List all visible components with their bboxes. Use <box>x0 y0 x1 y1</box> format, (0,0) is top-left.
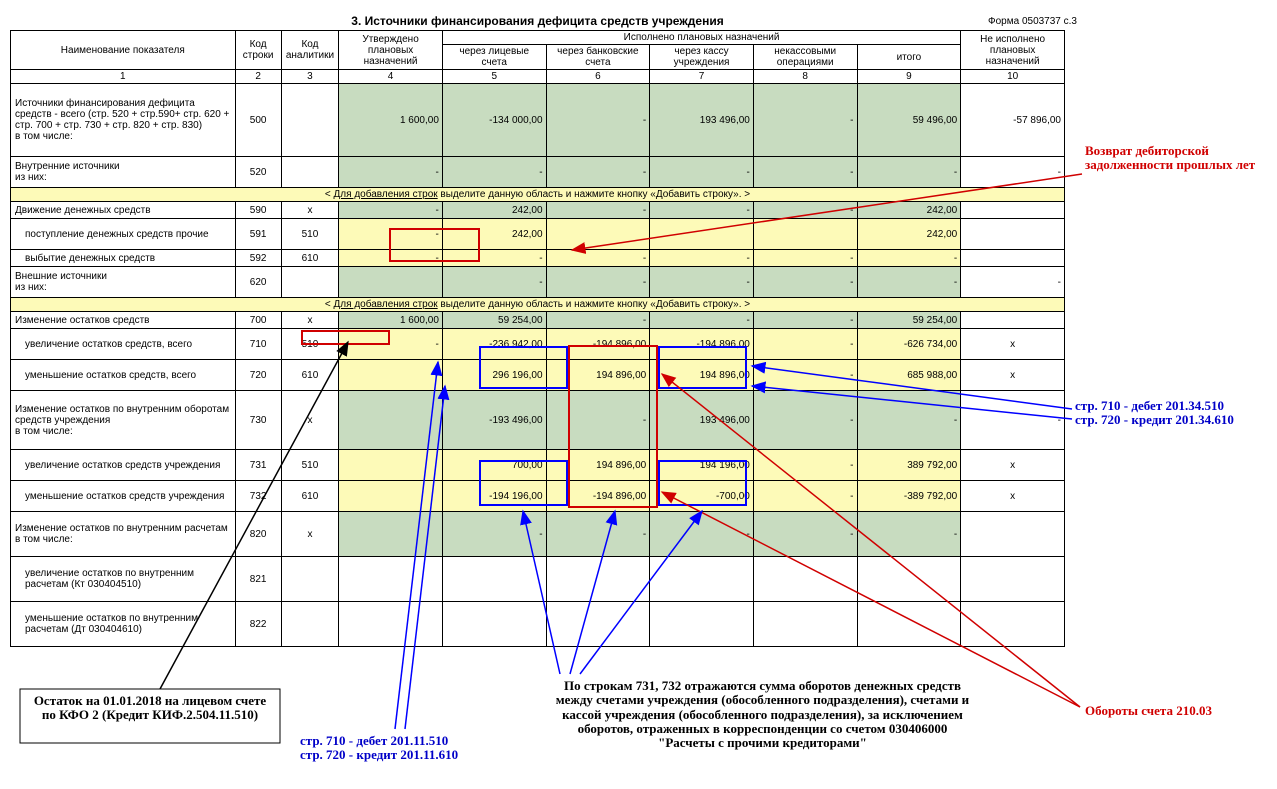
th-sub: через лицевые счета <box>442 45 546 70</box>
th-num: 1 <box>11 70 236 84</box>
table-row: уменьшение остатков средств учреждения73… <box>11 481 1065 512</box>
table-row: увеличение остатков по внутренним расчет… <box>11 557 1065 602</box>
th-sub: через банковские счета <box>546 45 650 70</box>
table-row: Изменение остатков по внутренним оборота… <box>11 391 1065 450</box>
table-row: < Для добавления строк выделите данную о… <box>11 188 1065 202</box>
th-num: 4 <box>339 70 443 84</box>
th-num: 2 <box>235 70 281 84</box>
table-row: Внутренние источники из них:520------- <box>11 157 1065 188</box>
table-header: Наименование показателя Код строки Код а… <box>11 31 1065 84</box>
th-anal: Код аналитики <box>281 31 339 70</box>
th-sub: итого <box>857 45 961 70</box>
th-executed: Исполнено плановых назначений <box>442 31 960 45</box>
table-row: увеличение остатков средств, всего710510… <box>11 329 1065 360</box>
anno-731-732: По строкам 731, 732 отражаются сумма обо… <box>555 679 970 750</box>
anno-debitor: Возврат дебиторской задолженности прошлы… <box>1085 144 1270 173</box>
th-num: 9 <box>857 70 961 84</box>
th-num: 5 <box>442 70 546 84</box>
th-num: 8 <box>753 70 857 84</box>
table-row: поступление денежных средств прочие59151… <box>11 219 1065 250</box>
table-row: Изменение остатков средств700х1 600,0059… <box>11 312 1065 329</box>
th-num: 3 <box>281 70 339 84</box>
th-sub: через кассу учреждения <box>650 45 754 70</box>
data-table: Наименование показателя Код строки Код а… <box>10 30 1065 647</box>
anno-21003: Обороты счета 210.03 <box>1085 704 1265 718</box>
th-name: Наименование показателя <box>11 31 236 70</box>
table-body: Источники финансирования дефицита средст… <box>11 84 1065 647</box>
section-title: 3. Источники финансирования дефицита сре… <box>0 14 1075 28</box>
table-row: Изменение остатков по внутренним расчета… <box>11 512 1065 557</box>
th-num: 10 <box>961 70 1065 84</box>
table-row: < Для добавления строк выделите данную о… <box>11 298 1065 312</box>
anno-710-720-11: стр. 710 - дебет 201.11.510 стр. 720 - к… <box>300 734 530 763</box>
anno-710-720-34: стр. 710 - дебет 201.34.510 стр. 720 - к… <box>1075 399 1275 428</box>
table-row: увеличение остатков средств учреждения73… <box>11 450 1065 481</box>
anno-balance: Остаток на 01.01.2018 на лицевом счете п… <box>30 694 270 723</box>
table-row: Движение денежных средств590х-242,00---2… <box>11 202 1065 219</box>
th-code: Код строки <box>235 31 281 70</box>
table-row: Внешние источники из них:620------ <box>11 267 1065 298</box>
th-sub: некассовыми операциями <box>753 45 857 70</box>
table-row: Источники финансирования дефицита средст… <box>11 84 1065 157</box>
form-number: Форма 0503737 с.3 <box>988 16 1077 27</box>
th-approved: Утверждено плановых назначений <box>339 31 443 70</box>
table-row: выбытие денежных средств592610------ <box>11 250 1065 267</box>
th-num: 6 <box>546 70 650 84</box>
th-num: 7 <box>650 70 754 84</box>
table-row: уменьшение остатков по внутренним расчет… <box>11 602 1065 647</box>
th-not-exec: Не исполнено плановых назначений <box>961 31 1065 70</box>
table-row: уменьшение остатков средств, всего720610… <box>11 360 1065 391</box>
